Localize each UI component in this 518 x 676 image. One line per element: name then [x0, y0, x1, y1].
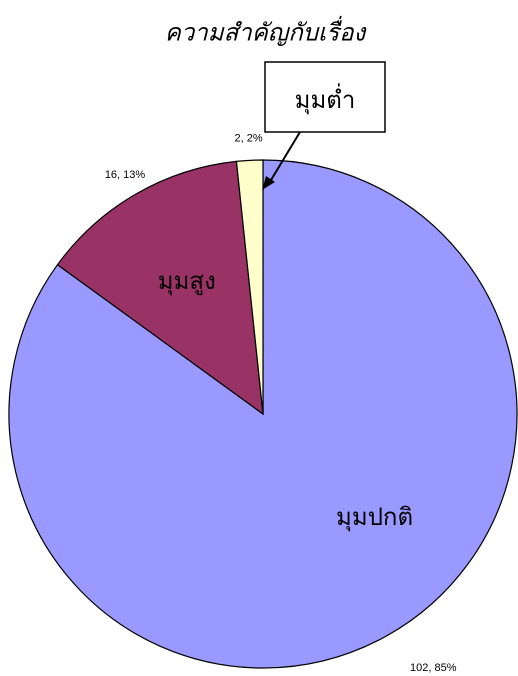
- category-label: มุมปกติ: [336, 503, 413, 532]
- callout-arrowhead: [262, 176, 275, 190]
- value-label: 16, 13%: [105, 169, 146, 181]
- callout-label: มุมต่ำ: [295, 83, 356, 115]
- callout-arrow: [267, 131, 301, 186]
- chart-title: ความสำคัญกับเรื่อง: [165, 16, 368, 47]
- pie-slice: [56, 160, 264, 416]
- value-label: 2, 2%: [234, 132, 262, 144]
- pie-slice: [235, 159, 264, 415]
- value-label: 102, 85%: [410, 662, 457, 674]
- pie-slice: [8, 159, 518, 669]
- category-label: มุมสูง: [158, 267, 216, 296]
- callout-box: [264, 61, 386, 133]
